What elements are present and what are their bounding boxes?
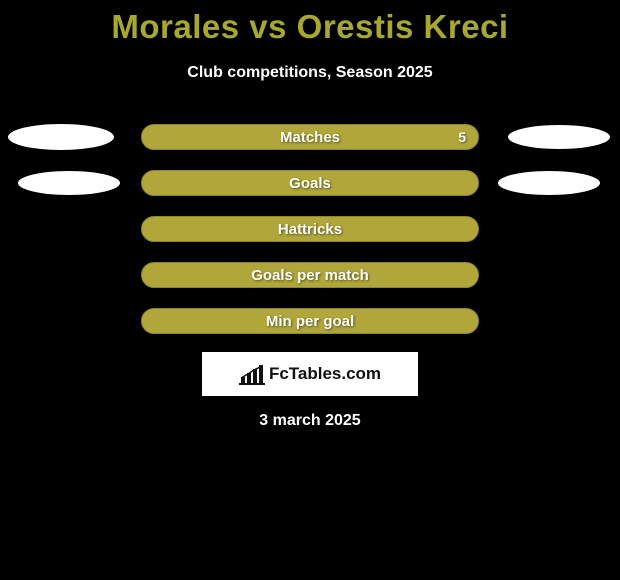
stat-label: Goals [142,175,478,192]
stat-badge: Matches5 [141,124,479,150]
stat-label: Min per goal [142,313,478,330]
stat-badge: Goals per match [141,262,479,288]
stat-value-right: 5 [458,129,466,145]
stat-badge: Goals [141,170,479,196]
left-ellipse [8,124,114,150]
page-subtitle: Club competitions, Season 2025 [0,64,620,82]
stat-label: Matches [142,129,478,146]
stat-rows-container: Matches5 Goals Hattricks Goals per match Min… [0,124,620,334]
right-ellipse [508,125,610,149]
bar-chart-icon [239,363,265,385]
logo-box: FcTables.com [202,352,418,396]
stat-row: Goals per match [0,262,620,288]
right-ellipse [498,171,600,195]
logo-text: FcTables.com [269,364,381,384]
stat-row: Goals [0,170,620,196]
logo-content: FcTables.com [239,363,381,385]
stat-label: Hattricks [142,221,478,238]
stat-row: Hattricks [0,216,620,242]
stat-row: Min per goal [0,308,620,334]
left-ellipse [18,171,120,195]
footer-date: 3 march 2025 [0,412,620,430]
stat-row: Matches5 [0,124,620,150]
stat-label: Goals per match [142,267,478,284]
page-title: Morales vs Orestis Kreci [0,0,620,46]
stat-badge: Min per goal [141,308,479,334]
stat-badge: Hattricks [141,216,479,242]
